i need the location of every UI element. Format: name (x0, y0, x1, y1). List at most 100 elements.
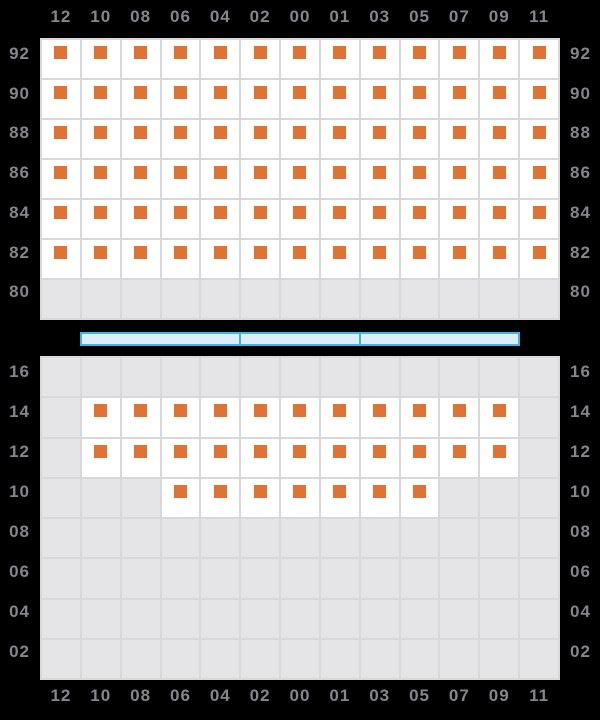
stock-cell-available[interactable] (81, 80, 120, 118)
stock-cell-available[interactable] (121, 120, 160, 158)
stock-cell-available[interactable] (161, 200, 200, 238)
stock-cell-available[interactable] (281, 200, 319, 238)
stock-cell-available[interactable] (201, 120, 240, 158)
stock-cell-available[interactable] (281, 80, 319, 118)
stock-cell-available[interactable] (121, 40, 160, 78)
stock-cell-available[interactable] (480, 438, 519, 477)
stock-cell-available[interactable] (241, 40, 280, 78)
stock-cell-available[interactable] (360, 80, 399, 118)
stock-cell-available[interactable] (201, 240, 240, 278)
stock-cell-available[interactable] (161, 438, 200, 477)
stock-cell-available[interactable] (400, 160, 439, 198)
scrollbar-segment[interactable] (361, 334, 518, 344)
stock-cell-available[interactable] (241, 160, 280, 198)
scrollbar-segment[interactable] (241, 334, 359, 344)
stock-cell-available[interactable] (42, 240, 80, 278)
stock-cell-available[interactable] (480, 200, 519, 238)
stock-cell-available[interactable] (320, 40, 359, 78)
stock-cell-available[interactable] (440, 120, 479, 158)
stock-cell-available[interactable] (161, 120, 200, 158)
stock-cell-available[interactable] (281, 120, 319, 158)
stock-cell-available[interactable] (42, 80, 80, 118)
horizontal-scrollbar[interactable] (80, 332, 520, 346)
stock-cell-available[interactable] (281, 40, 319, 78)
stock-cell-available[interactable] (320, 120, 359, 158)
stock-cell-available[interactable] (201, 200, 240, 238)
stock-cell-available[interactable] (400, 398, 439, 437)
stock-cell-available[interactable] (360, 120, 399, 158)
stock-cell-available[interactable] (400, 80, 439, 118)
stock-cell-available[interactable] (161, 40, 200, 78)
stock-cell-available[interactable] (241, 240, 280, 278)
stock-cell-available[interactable] (440, 160, 479, 198)
stock-cell-available[interactable] (241, 120, 280, 158)
stock-cell-available[interactable] (121, 398, 160, 437)
stock-cell-available[interactable] (440, 40, 479, 78)
stock-cell-available[interactable] (81, 438, 120, 477)
stock-cell-available[interactable] (81, 40, 120, 78)
stock-cell-available[interactable] (281, 398, 319, 437)
stock-cell-available[interactable] (241, 80, 280, 118)
stock-cell-available[interactable] (121, 240, 160, 278)
scrollbar-segment[interactable] (82, 334, 239, 344)
stock-cell-available[interactable] (81, 398, 120, 437)
stock-cell-available[interactable] (320, 200, 359, 238)
stock-cell-available[interactable] (281, 478, 319, 517)
stock-cell-available[interactable] (480, 120, 519, 158)
stock-cell-available[interactable] (161, 478, 200, 517)
stock-cell-available[interactable] (320, 398, 359, 437)
stock-cell-available[interactable] (201, 398, 240, 437)
stock-cell-available[interactable] (161, 398, 200, 437)
stock-cell-available[interactable] (201, 160, 240, 198)
stock-cell-available[interactable] (520, 80, 558, 118)
stock-cell-available[interactable] (520, 200, 558, 238)
stock-cell-available[interactable] (81, 240, 120, 278)
stock-cell-available[interactable] (42, 40, 80, 78)
stock-cell-available[interactable] (42, 200, 80, 238)
stock-cell-available[interactable] (520, 160, 558, 198)
stock-cell-available[interactable] (121, 80, 160, 118)
stock-cell-available[interactable] (480, 160, 519, 198)
stock-cell-available[interactable] (440, 438, 479, 477)
stock-cell-available[interactable] (81, 160, 120, 198)
stock-cell-available[interactable] (440, 200, 479, 238)
stock-cell-available[interactable] (400, 478, 439, 517)
stock-cell-available[interactable] (201, 478, 240, 517)
stock-cell-available[interactable] (440, 80, 479, 118)
stock-cell-available[interactable] (42, 120, 80, 158)
stock-cell-available[interactable] (161, 240, 200, 278)
stock-cell-available[interactable] (480, 398, 519, 437)
stock-cell-available[interactable] (400, 40, 439, 78)
stock-cell-available[interactable] (400, 240, 439, 278)
stock-cell-available[interactable] (161, 160, 200, 198)
stock-cell-available[interactable] (360, 398, 399, 437)
stock-cell-available[interactable] (241, 200, 280, 238)
stock-cell-available[interactable] (121, 438, 160, 477)
stock-cell-available[interactable] (360, 40, 399, 78)
stock-cell-available[interactable] (360, 160, 399, 198)
stock-cell-available[interactable] (400, 438, 439, 477)
stock-cell-available[interactable] (241, 478, 280, 517)
stock-cell-available[interactable] (440, 240, 479, 278)
stock-cell-available[interactable] (520, 120, 558, 158)
stock-cell-available[interactable] (320, 80, 359, 118)
stock-cell-available[interactable] (201, 80, 240, 118)
stock-cell-available[interactable] (440, 398, 479, 437)
stock-cell-available[interactable] (320, 438, 359, 477)
stock-cell-available[interactable] (281, 240, 319, 278)
stock-cell-available[interactable] (281, 438, 319, 477)
stock-cell-available[interactable] (241, 438, 280, 477)
stock-cell-available[interactable] (161, 80, 200, 118)
stock-cell-available[interactable] (480, 240, 519, 278)
stock-cell-available[interactable] (400, 200, 439, 238)
stock-cell-available[interactable] (121, 160, 160, 198)
stock-cell-available[interactable] (360, 240, 399, 278)
stock-cell-available[interactable] (360, 200, 399, 238)
stock-cell-available[interactable] (400, 120, 439, 158)
stock-cell-available[interactable] (121, 200, 160, 238)
stock-cell-available[interactable] (320, 240, 359, 278)
stock-cell-available[interactable] (520, 240, 558, 278)
stock-cell-available[interactable] (360, 438, 399, 477)
stock-cell-available[interactable] (480, 40, 519, 78)
stock-cell-available[interactable] (201, 40, 240, 78)
